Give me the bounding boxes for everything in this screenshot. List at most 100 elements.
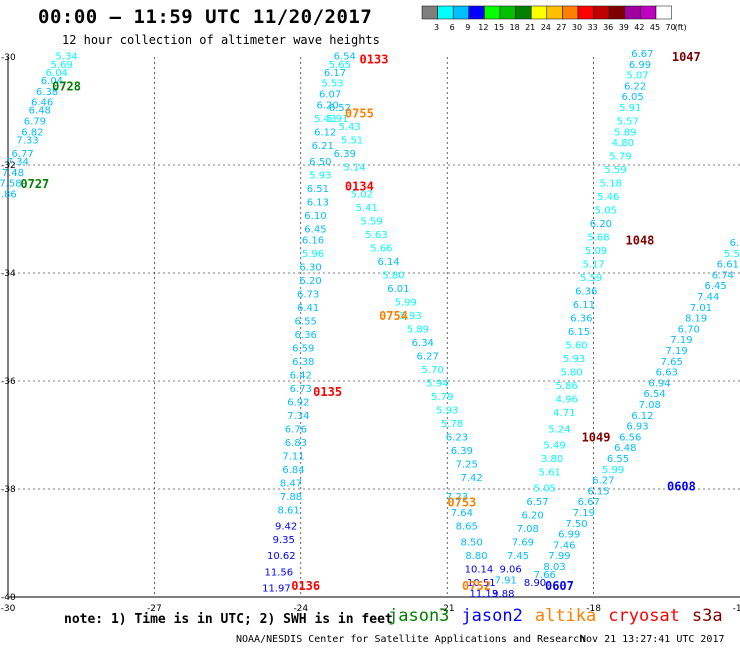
wave-height-point: 6.48 [614, 443, 636, 454]
wave-height-point: 6.54 [643, 389, 665, 400]
wave-height-point: 5.68 [587, 233, 609, 244]
colorbar-label: 9 [465, 23, 470, 32]
wave-height-point: 7.91 [495, 576, 517, 587]
wave-height-point: 4.96 [556, 395, 578, 406]
wave-height-point: 7.50 [565, 519, 587, 530]
wave-height-point: 5.41 [356, 203, 378, 214]
pass-time-label: 0753 [447, 496, 476, 510]
wave-height-point: 6.39 [451, 446, 473, 457]
pass-time-label: 0728 [52, 80, 81, 94]
wave-height-point: 5.07 [626, 71, 648, 82]
wave-height-point: 6.57 [526, 497, 548, 508]
wave-height-point: 6.99 [558, 530, 580, 541]
colorbar-swatch [421, 5, 438, 20]
wave-height-point: 5.89 [407, 324, 429, 335]
wave-height-point: 7.23 [446, 492, 468, 503]
wave-height-point: 7.45 [507, 551, 529, 562]
wave-height-point: 4.80 [612, 138, 634, 149]
wave-height-point: 6.52 [329, 103, 351, 114]
chart-subtitle: 12 hour collection of altimeter wave hei… [62, 33, 380, 47]
wave-height-point: 7.11 [282, 451, 304, 462]
wave-height-point: 7.46 [553, 540, 575, 551]
wave-height-point: 6.73 [290, 384, 312, 395]
wave-height-point: 5.59 [724, 249, 740, 260]
legend-entry-s3a: s3a [691, 606, 723, 626]
x-tick-label: -27 [147, 604, 162, 614]
wave-height-point: 7.65 [661, 357, 683, 368]
wave-height-point: 6.20 [317, 100, 339, 111]
wave-height-point: 5.65 [329, 60, 351, 71]
wave-height-point: 6.23 [446, 432, 468, 443]
wave-height-point: 6.10 [304, 211, 326, 222]
wave-height-point: 4.71 [553, 408, 575, 419]
pass-time-label: 0752 [462, 579, 491, 593]
wave-height-point: 5.99 [395, 297, 417, 308]
pass-time-label: 0754 [379, 309, 408, 323]
x-tick-label: -21 [440, 604, 455, 614]
wave-height-point: 7.19 [670, 335, 692, 346]
wave-height-point: 5.86 [556, 381, 578, 392]
wave-height-point: 7.08 [639, 400, 661, 411]
wave-height-point: 6.74 [712, 270, 734, 281]
colorbar-label: 21 [525, 23, 535, 32]
wave-height-point: 5.59 [580, 273, 602, 284]
wave-height-point: 5.60 [565, 341, 587, 352]
colorbar-swatch [624, 5, 641, 20]
wave-height-point: 6.22 [624, 81, 646, 92]
wave-height-point: 5.43 [338, 122, 360, 133]
legend-entry-cryosat: cryosat [608, 606, 680, 626]
wave-height-point: 8.61 [277, 505, 299, 516]
wave-height-point: 6.50 [309, 157, 331, 168]
wave-height-point: 5.18 [600, 179, 622, 190]
wave-height-point: 6.94 [648, 378, 670, 389]
wave-height-point: 5.49 [543, 441, 565, 452]
wave-height-point: 6.36 [575, 287, 597, 298]
wave-height-point: 8.03 [543, 562, 565, 573]
colorbar-swatch [452, 5, 470, 20]
pass-time-label: 0133 [360, 53, 389, 67]
footer-note: note: 1) Time is in UTC; 2) SWH is in fe… [64, 612, 393, 627]
colorbar-label: 30 [572, 23, 582, 32]
wave-height-point: 9.42 [275, 522, 297, 533]
y-tick-label: -32 [1, 161, 16, 171]
colorbar-label: 39 [619, 23, 629, 32]
wave-height-point: 5.34 [55, 52, 77, 63]
wave-height-point: 6.59 [292, 343, 314, 354]
wave-height-point: 6.14 [378, 257, 400, 268]
colorbar-label: 42 [634, 23, 644, 32]
wave-height-point: 6.20 [521, 511, 543, 522]
footer-credit: NOAA/NESDIS Center for Satellite Applica… [236, 634, 586, 645]
wave-height-point: 6.70 [678, 324, 700, 335]
wave-height-point: 5.02 [351, 189, 373, 200]
colorbar-swatch [608, 5, 626, 20]
wave-height-point: 6.48 [29, 106, 51, 117]
pass-time-label: 1047 [672, 50, 701, 64]
footer-timestamp: Nov 21 13:27:41 UTC 2017 [580, 634, 725, 645]
colorbar: 3 6 9 12 15 18 21 24 27 30 33 36 39 42 45 70(ft) [421, 5, 687, 32]
wave-height-point: 8.19 [685, 314, 707, 325]
wave-height-point: 6.73 [297, 289, 319, 300]
wave-height-point: 7.44 [697, 292, 719, 303]
wave-height-point: 6.39 [334, 149, 356, 160]
wave-height-point: 6.63 [656, 368, 678, 379]
wave-height-point: 6.15 [587, 486, 609, 497]
colorbar-label: 36 [603, 23, 613, 32]
wave-height-point: 9.35 [273, 535, 295, 546]
wave-height-point: 6.3 [730, 238, 740, 249]
wave-height-point: 6.42 [290, 370, 312, 381]
wave-height-point: 7.08 [517, 524, 539, 535]
wave-height-point: 6.54 [334, 52, 356, 63]
wave-height-point: 6.77 [12, 149, 34, 160]
wave-height-point: 6.76 [285, 424, 307, 435]
y-tick-label: -40 [1, 593, 16, 603]
wave-height-point: 6.01 [387, 284, 409, 295]
colorbar-label: 18 [510, 23, 520, 32]
plot-axes: -30 -27 -24 -21 -18 -15 -30 -32 -34 -36 -38 -40 [1, 53, 740, 614]
wave-height-point: 6.15 [568, 327, 590, 338]
wave-height-point: 6.67 [578, 497, 600, 508]
wave-height-point: 7.86 [0, 189, 17, 200]
wave-height-point: 5.80 [382, 270, 404, 281]
wave-height-point: 5.53 [321, 79, 343, 90]
wave-height-point: 6.51 [307, 184, 329, 195]
